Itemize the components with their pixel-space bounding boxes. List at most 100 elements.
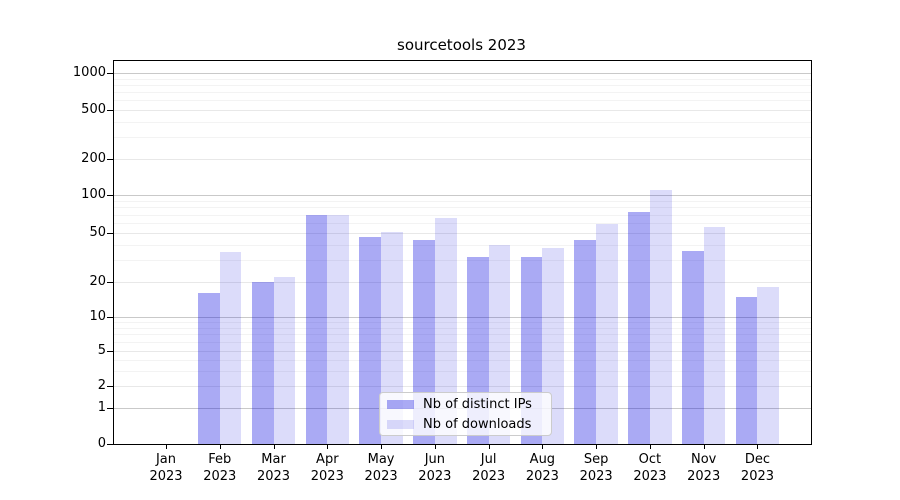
x-label-year: 2023 bbox=[203, 469, 237, 484]
legend-entry-downloads: Nb of downloads bbox=[387, 416, 551, 433]
gridline bbox=[114, 327, 811, 329]
y-tick-label: 0 bbox=[97, 436, 106, 451]
y-tick bbox=[107, 282, 113, 283]
bar-nb-of-distinct-ips-mar bbox=[251, 282, 274, 444]
legend-label-downloads: Nb of downloads bbox=[423, 416, 532, 432]
gridline bbox=[114, 159, 811, 160]
gridline bbox=[114, 233, 811, 234]
x-label-year: 2023 bbox=[418, 469, 452, 484]
x-tick bbox=[166, 445, 167, 449]
x-label-year: 2023 bbox=[256, 469, 291, 484]
plot-area: Nb of distinct IPs Nb of downloads bbox=[113, 60, 812, 445]
x-label-month: Nov bbox=[691, 452, 717, 467]
y-tick-label: 1 bbox=[97, 400, 106, 415]
y-tick-label: 5 bbox=[97, 343, 106, 358]
x-tick bbox=[381, 445, 383, 449]
x-tick bbox=[703, 445, 705, 449]
x-tick bbox=[327, 445, 329, 449]
gridline bbox=[114, 214, 811, 216]
x-tick-label: Apr 2023 bbox=[295, 451, 359, 485]
x-label-month: Feb bbox=[208, 452, 232, 467]
x-label-month: Aug bbox=[529, 452, 556, 467]
gridline bbox=[114, 73, 811, 74]
legend-swatch-distinct-ips-icon bbox=[387, 399, 414, 409]
x-label-year: 2023 bbox=[310, 469, 344, 484]
x-label-month: Jun bbox=[424, 452, 445, 467]
x-tick bbox=[596, 445, 598, 449]
y-tick bbox=[107, 444, 113, 445]
gridline bbox=[114, 359, 811, 361]
gridline bbox=[114, 78, 811, 80]
gridline bbox=[114, 200, 811, 202]
bar-nb-of-distinct-ips-dec bbox=[735, 296, 758, 444]
x-tick bbox=[542, 445, 544, 449]
gridline bbox=[114, 342, 811, 344]
x-label-year: 2023 bbox=[579, 469, 613, 484]
x-label-month: Sep bbox=[583, 452, 609, 467]
x-label-month: Jan bbox=[155, 452, 177, 467]
x-tick-label: Aug 2023 bbox=[510, 451, 574, 485]
bar-nb-of-distinct-ips-feb bbox=[198, 293, 220, 444]
y-tick bbox=[107, 408, 113, 409]
x-label-year: 2023 bbox=[149, 469, 183, 484]
x-label-year: 2023 bbox=[364, 469, 398, 484]
gridline bbox=[114, 121, 811, 123]
x-tick-label: Oct 2023 bbox=[618, 451, 682, 485]
y-tick-label: 2 bbox=[97, 378, 106, 393]
y-tick bbox=[107, 317, 113, 318]
gridline bbox=[114, 84, 811, 86]
x-tick bbox=[219, 445, 221, 449]
x-label-month: Jul bbox=[480, 452, 497, 467]
x-label-year: 2023 bbox=[472, 469, 506, 484]
gridline bbox=[114, 244, 811, 246]
x-label-year: 2023 bbox=[633, 469, 667, 484]
y-tick bbox=[107, 386, 113, 387]
y-tick-label: 10 bbox=[89, 309, 106, 324]
gridline bbox=[114, 322, 811, 324]
bar-nb-of-downloads-nov bbox=[703, 226, 726, 444]
y-tick bbox=[107, 233, 113, 234]
bar-nb-of-distinct-ips-may bbox=[359, 237, 382, 444]
gridline bbox=[114, 92, 811, 94]
bar-nb-of-downloads-sep bbox=[596, 223, 618, 444]
x-tick-label: Sep 2023 bbox=[564, 451, 628, 485]
y-tick bbox=[107, 159, 113, 160]
gridline bbox=[114, 223, 811, 224]
y-tick-label: 100 bbox=[81, 187, 106, 202]
x-tick-label: Jun 2023 bbox=[403, 451, 467, 485]
gridline bbox=[114, 370, 811, 372]
bar-nb-of-downloads-oct bbox=[649, 190, 672, 444]
x-tick-label: Feb 2023 bbox=[188, 451, 252, 485]
y-tick-label: 20 bbox=[89, 274, 106, 289]
x-tick-label: Jan 2023 bbox=[134, 451, 198, 485]
y-tick bbox=[107, 195, 113, 196]
x-label-month: Dec bbox=[744, 452, 771, 467]
gridline bbox=[114, 137, 811, 139]
bar-nb-of-distinct-ips-oct bbox=[628, 212, 650, 444]
y-tick bbox=[107, 110, 113, 111]
x-tick bbox=[649, 445, 651, 449]
x-tick-label: Dec 2023 bbox=[725, 451, 789, 485]
gridline bbox=[114, 207, 811, 209]
bar-nb-of-distinct-ips-apr bbox=[305, 214, 328, 444]
x-tick bbox=[757, 445, 759, 449]
y-tick-label: 200 bbox=[81, 151, 106, 166]
bar-nb-of-downloads-mar bbox=[273, 276, 296, 444]
bar-nb-of-downloads-jun bbox=[434, 217, 457, 444]
x-tick-label: Nov 2023 bbox=[672, 451, 736, 485]
gridline bbox=[114, 351, 811, 352]
x-tick bbox=[273, 445, 275, 449]
y-tick-label: 50 bbox=[89, 225, 106, 240]
legend-swatch-downloads-icon bbox=[387, 419, 414, 429]
gridline bbox=[114, 386, 811, 387]
y-tick-label: 500 bbox=[81, 102, 106, 117]
bar-nb-of-downloads-apr bbox=[327, 214, 349, 444]
bar-nb-of-downloads-dec bbox=[757, 287, 780, 444]
legend-label-distinct-ips: Nb of distinct IPs bbox=[423, 396, 532, 412]
bar-nb-of-downloads-may bbox=[381, 231, 403, 444]
y-tick bbox=[107, 351, 113, 352]
bar-nb-of-downloads-feb bbox=[219, 252, 242, 444]
gridline bbox=[114, 100, 811, 102]
x-label-month: Apr bbox=[316, 452, 339, 467]
